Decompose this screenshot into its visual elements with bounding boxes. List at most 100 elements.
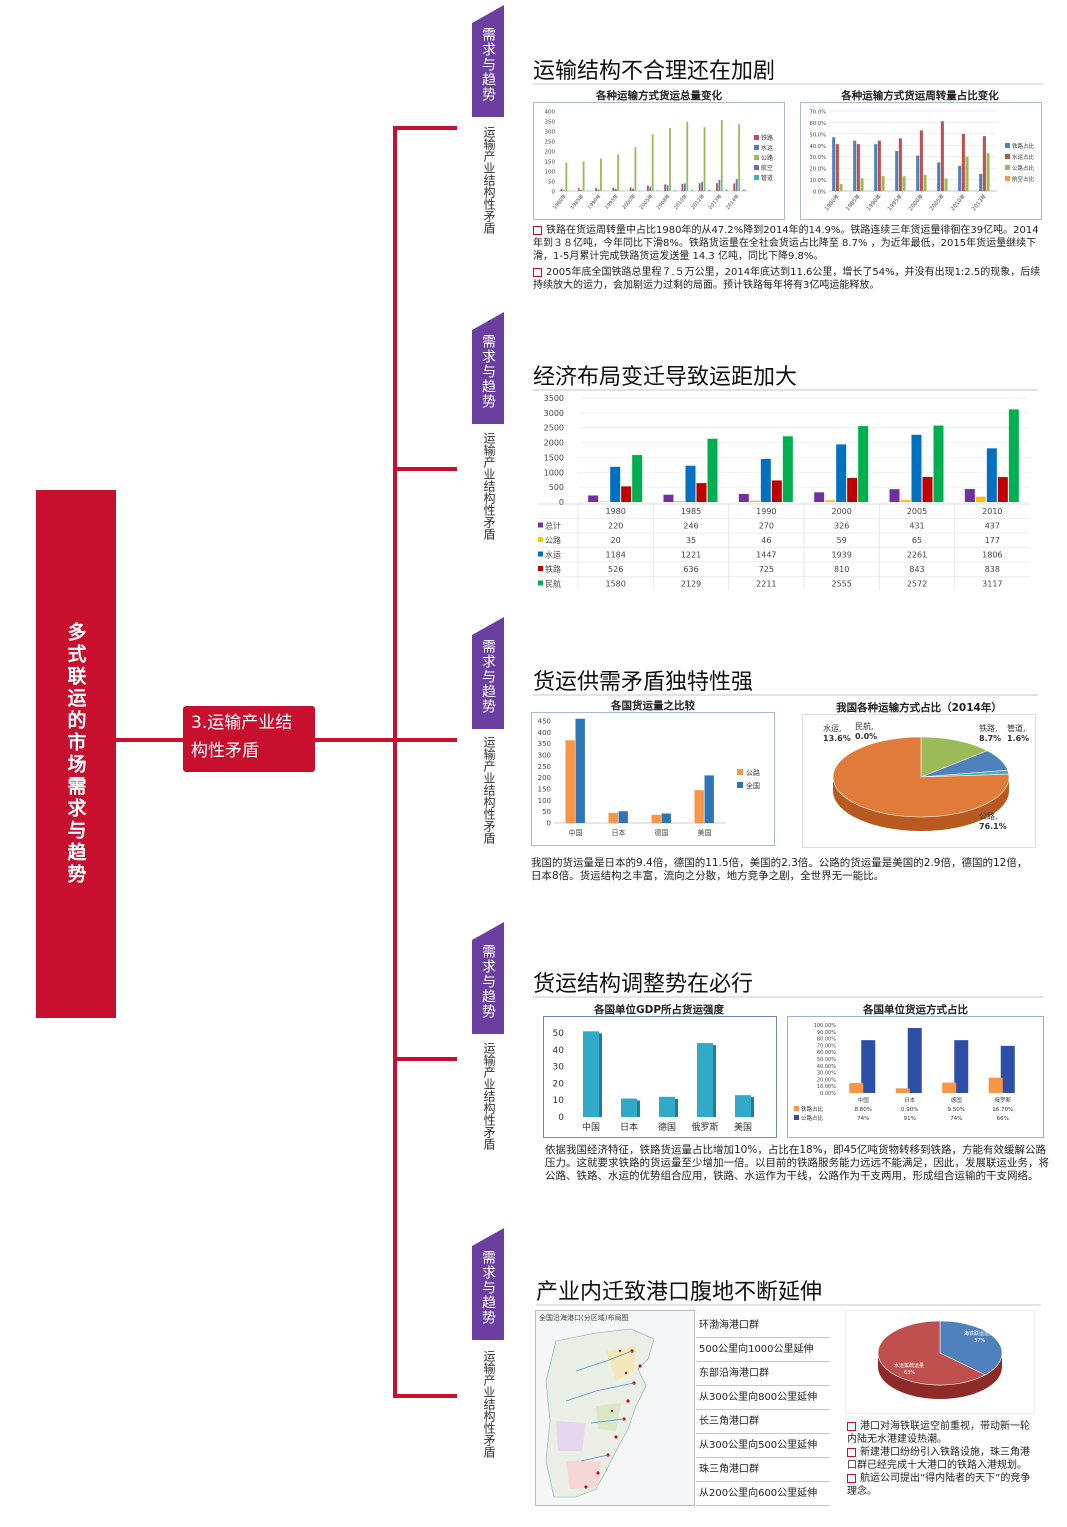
x-tick-label: 中国 bbox=[569, 828, 583, 837]
bar-水运 bbox=[580, 189, 583, 191]
y-tick-label: 3000 bbox=[544, 409, 564, 418]
legend-swatch bbox=[1005, 165, 1010, 170]
bar-总计 bbox=[889, 489, 900, 502]
bar-公路占比 bbox=[954, 1040, 969, 1093]
y-tick-label: 70.00% bbox=[817, 1043, 836, 1049]
table-cell: 177 bbox=[985, 536, 1000, 545]
y-tick-label: 200 bbox=[545, 150, 556, 156]
bar-水运 bbox=[610, 466, 621, 502]
table-row-label: 公路占比 bbox=[801, 1114, 824, 1122]
chart-1b-svg: 0.0% 10.0% 20.0% 30.0% 40.0% 50.0% 60.0% 70.0% 1… bbox=[810, 110, 1035, 213]
table-header: 1980 bbox=[605, 507, 625, 516]
bar-全国 bbox=[661, 813, 671, 823]
bar-公路 bbox=[669, 128, 671, 191]
legend-label: 公路 bbox=[746, 768, 760, 777]
table-cell: 437 bbox=[985, 522, 1000, 531]
port-group-label: 珠三角港口群 bbox=[696, 1458, 830, 1482]
bar-铁路占比 bbox=[895, 1088, 910, 1093]
bar-铁路占比 bbox=[916, 155, 920, 191]
x-tick-label: 1995年 bbox=[885, 192, 904, 212]
y-tick-label: 0 bbox=[547, 820, 551, 828]
x-tick-label: 中国 bbox=[858, 1096, 870, 1104]
pie-side bbox=[833, 777, 1009, 831]
bar-铁路 bbox=[922, 476, 933, 502]
x-tick-label: 2000年 bbox=[906, 192, 925, 212]
legend-swatch bbox=[1005, 176, 1010, 181]
legend-label: 铁路 bbox=[761, 134, 773, 142]
bullet-item: 新建港口纷纷引入铁路设施，珠三角港口群已经完成十大港口的铁路入港规划。 bbox=[847, 1446, 1032, 1472]
chart-2-svg: 0 500 1000 1500 2000 2500 3000 3500 1980 1985 1990… bbox=[538, 394, 1030, 590]
table-cell: 2555 bbox=[831, 580, 851, 589]
bar-铁路 bbox=[733, 183, 736, 191]
y-tick-label: 2000 bbox=[544, 439, 564, 448]
bar-铁路 bbox=[595, 188, 597, 191]
y-tick-label: 60.00% bbox=[817, 1050, 836, 1056]
section-4-para: 依据我国经济特征，铁路货运量占比增加10%，占比在18%，即45亿吨货物转移到铁… bbox=[545, 1144, 1049, 1182]
y-tick-label: 60.0% bbox=[810, 121, 827, 127]
tag-shape bbox=[472, 1228, 504, 1340]
table-cell: 3117 bbox=[982, 580, 1002, 589]
bar-铁路 bbox=[698, 183, 701, 191]
chart-3b-svg: 水运,13.6% 民航,0.0% 铁路,8.7% 管道,1.6% 公路,76.1% bbox=[823, 721, 1029, 831]
x-tick-label: 2005年 bbox=[927, 192, 946, 212]
y-tick-label: 10.00% bbox=[817, 1084, 836, 1090]
section-4-title: 货运结构调整势在必行 bbox=[533, 972, 754, 997]
branch-3 bbox=[393, 738, 457, 742]
y-tick-label: 50 bbox=[548, 180, 555, 186]
bar-公路 bbox=[565, 740, 575, 823]
bar-公路占比 bbox=[902, 176, 906, 191]
sub-node: 3.运输产业结构性矛盾 bbox=[183, 706, 315, 772]
bar-民航 bbox=[782, 436, 793, 502]
bullet-square bbox=[847, 1421, 856, 1431]
table-cell: 810 bbox=[834, 565, 849, 574]
table-cell: 843 bbox=[909, 565, 924, 574]
bar-水运 bbox=[735, 179, 738, 191]
legend-swatch bbox=[754, 145, 759, 150]
port-list: 环渤海港口群 500公里向1000公里延伸 东部沿海港口群 从300公里向800… bbox=[696, 1314, 830, 1506]
legend-swatch bbox=[1005, 143, 1010, 148]
pie-value-label: 37% bbox=[974, 1338, 985, 1344]
bar-公路 bbox=[694, 790, 704, 823]
bar-管道 bbox=[725, 189, 728, 191]
y-tick-label: 50.00% bbox=[817, 1057, 836, 1063]
map-title: 全国沿海港口(分区域)布局图 bbox=[539, 1314, 629, 1322]
bar-铁路 bbox=[664, 184, 667, 191]
tag-2-label: 需求与趋势 bbox=[480, 333, 496, 409]
bar-总计 bbox=[588, 495, 599, 502]
bar-公路占比 bbox=[839, 184, 843, 191]
pie-slice bbox=[939, 1320, 1003, 1376]
bar-铁路占比 bbox=[988, 1077, 1003, 1093]
bar-公路 bbox=[582, 161, 585, 191]
legend-label: 公路 bbox=[761, 154, 773, 162]
bar-side bbox=[751, 1097, 754, 1117]
legend-swatch bbox=[538, 537, 543, 542]
port-group-label: 环渤海港口群 bbox=[696, 1314, 830, 1338]
legend-swatch bbox=[538, 551, 543, 557]
chart-3a: 0 50 100 150 200 250 300 350 400 450 中国 日本 德国 美国 公路 全国 bbox=[531, 712, 775, 846]
china-coast-map-icon bbox=[545, 1328, 655, 1498]
bar-铁路 bbox=[560, 188, 563, 191]
root-label: 多式联运的市场需求与趋势 bbox=[64, 622, 87, 886]
connector-sub-trunk bbox=[315, 738, 395, 742]
bar-水运 bbox=[563, 190, 565, 191]
table-cell: 91% bbox=[904, 1116, 916, 1122]
bar-铁路 bbox=[612, 187, 615, 191]
pie-label: 公路, bbox=[979, 811, 998, 821]
bullet-square bbox=[533, 225, 542, 235]
table-cell: 1939 bbox=[831, 551, 851, 560]
bar-总计 bbox=[663, 494, 674, 502]
bar-水运占比 bbox=[940, 121, 944, 191]
y-tick-label: 400 bbox=[538, 729, 551, 737]
bar-水运 bbox=[685, 465, 696, 502]
port-group-extent: 从200公里向600公里延伸 bbox=[696, 1482, 830, 1506]
y-tick-label: 50 bbox=[542, 808, 551, 816]
bar-side bbox=[713, 1045, 716, 1117]
branch-5 bbox=[393, 1394, 457, 1398]
y-tick-label: 90.00% bbox=[817, 1030, 836, 1036]
bar bbox=[621, 1098, 637, 1117]
table-cell: 1580 bbox=[605, 580, 625, 589]
bar-民航 bbox=[1008, 409, 1019, 502]
port-group-extent: 从300公里向500公里延伸 bbox=[696, 1434, 830, 1458]
x-tick-label: 德国 bbox=[655, 828, 669, 837]
